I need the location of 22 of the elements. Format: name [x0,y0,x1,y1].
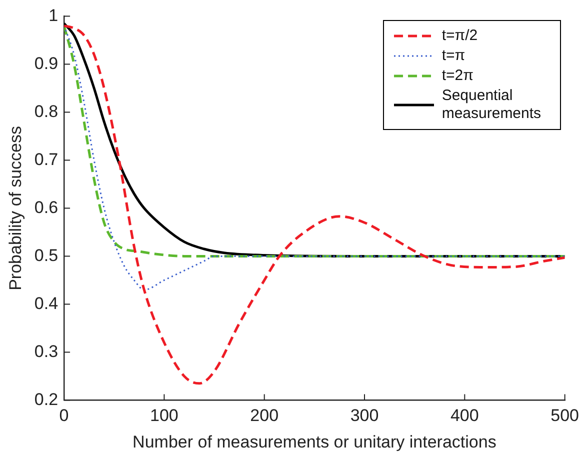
x-tick-label: 400 [450,406,479,426]
x-tick-label: 200 [250,406,279,426]
y-tick-label: 0.4 [34,294,58,313]
line-series [64,24,565,385]
x-tick-label: 0 [59,406,69,426]
y-tick-label: 0.9 [34,54,58,73]
x-axis-title: Number of measurements or unitary interactions [132,432,496,452]
y-tick-label: 0.5 [34,246,58,265]
y-tick-label: 0.8 [34,102,58,121]
legend-label: t=2π [442,67,474,86]
x-tick-label: 500 [550,406,580,426]
legend-label: Sequential measurements [442,87,542,124]
y-tick-label: 0.3 [34,342,58,361]
x-tick-label: 300 [350,406,379,426]
legend-label: t=π/2 [442,27,479,46]
y-tick-label: 0.6 [34,198,58,217]
y-tick-label: 0.2 [34,390,58,409]
x-tick-label: 100 [150,406,178,426]
y-tick-label: 1 [48,6,58,25]
y-tick-label: 0.7 [34,150,58,169]
y-axis-title: Probability of success [6,126,25,290]
legend-label: t=π [442,47,466,66]
